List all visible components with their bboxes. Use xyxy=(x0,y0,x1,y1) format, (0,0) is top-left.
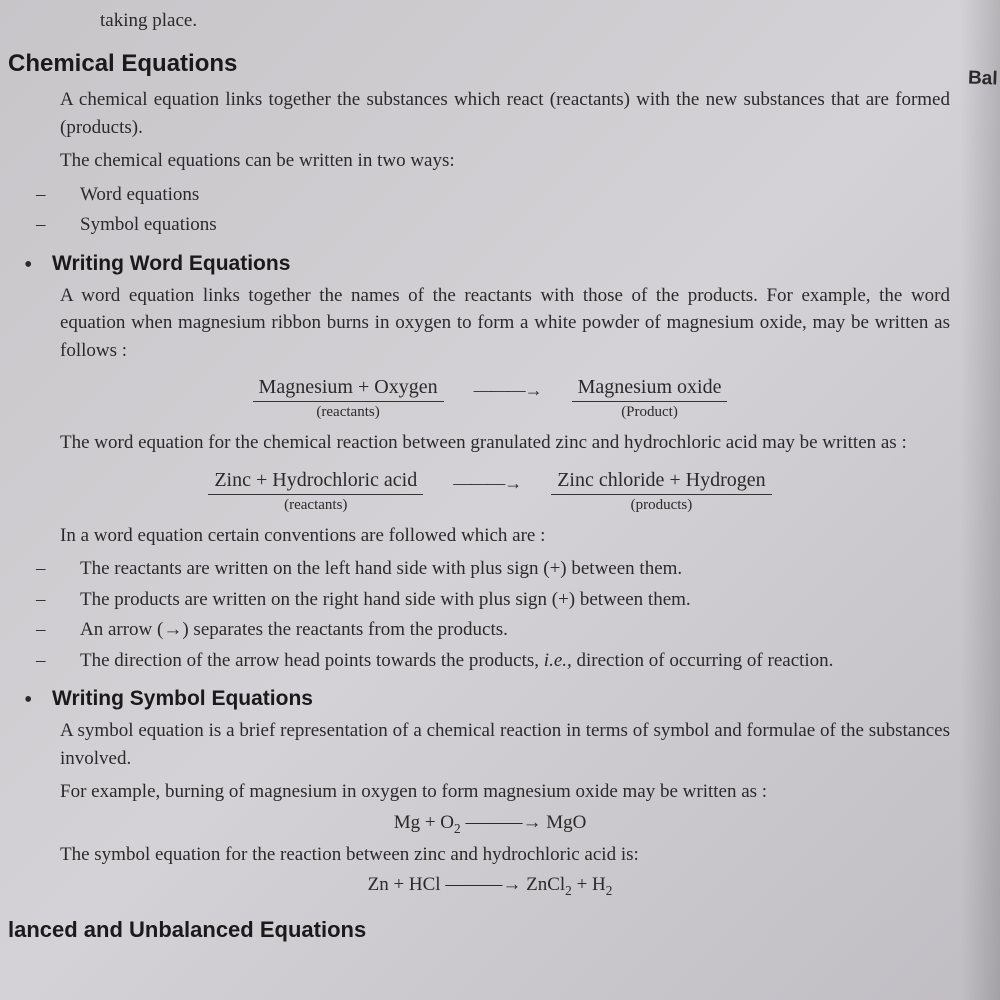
intro-list-item-1: –Word equations xyxy=(0,181,980,210)
intro-paragraph-1: A chemical equation links together the s… xyxy=(0,86,980,141)
equation-zinc: Zinc + Hydrochloric acid (reactants) ———… xyxy=(0,469,980,514)
intro-list-item-2: –Symbol equations xyxy=(0,211,980,240)
symbol-equation-mg: Mg + O2 ———→ MgO xyxy=(0,812,980,837)
convention-3: –An arrow (→) separates the reactants fr… xyxy=(0,616,980,645)
word-eq-paragraph-2: The word equation for the chemical react… xyxy=(0,429,980,457)
intro-paragraph-2: The chemical equations can be written in… xyxy=(0,147,980,175)
bullet-icon: • xyxy=(24,687,32,714)
symbol-equation-zn: Zn + HCl ———→ ZnCl2 + H2 xyxy=(0,874,980,899)
heading-chemical-equations: Chemical Equations xyxy=(0,50,980,78)
fragment-top: taking place. xyxy=(0,10,980,32)
fragment-bottom: lanced and Unbalanced Equations xyxy=(0,917,980,943)
convention-4: –The direction of the arrow head points … xyxy=(0,647,980,676)
heading-symbol-equations: Writing Symbol Equations xyxy=(0,687,980,711)
symbol-eq-paragraph-3: The symbol equation for the reaction bet… xyxy=(0,841,980,869)
word-eq-paragraph-3: In a word equation certain conventions a… xyxy=(0,522,980,550)
bullet-icon: • xyxy=(24,252,32,279)
convention-2: –The products are written on the right h… xyxy=(0,586,980,615)
word-eq-paragraph-1: A word equation links together the names… xyxy=(0,282,980,365)
heading-word-equations: Writing Word Equations xyxy=(0,252,980,276)
symbol-eq-paragraph-1: A symbol equation is a brief representat… xyxy=(0,717,980,772)
symbol-eq-paragraph-2: For example, burning of magnesium in oxy… xyxy=(0,778,980,806)
margin-cut-text: Bal xyxy=(968,67,998,90)
equation-magnesium: Magnesium + Oxygen (reactants) ———→ Magn… xyxy=(0,376,980,421)
convention-1: –The reactants are written on the left h… xyxy=(0,555,980,584)
